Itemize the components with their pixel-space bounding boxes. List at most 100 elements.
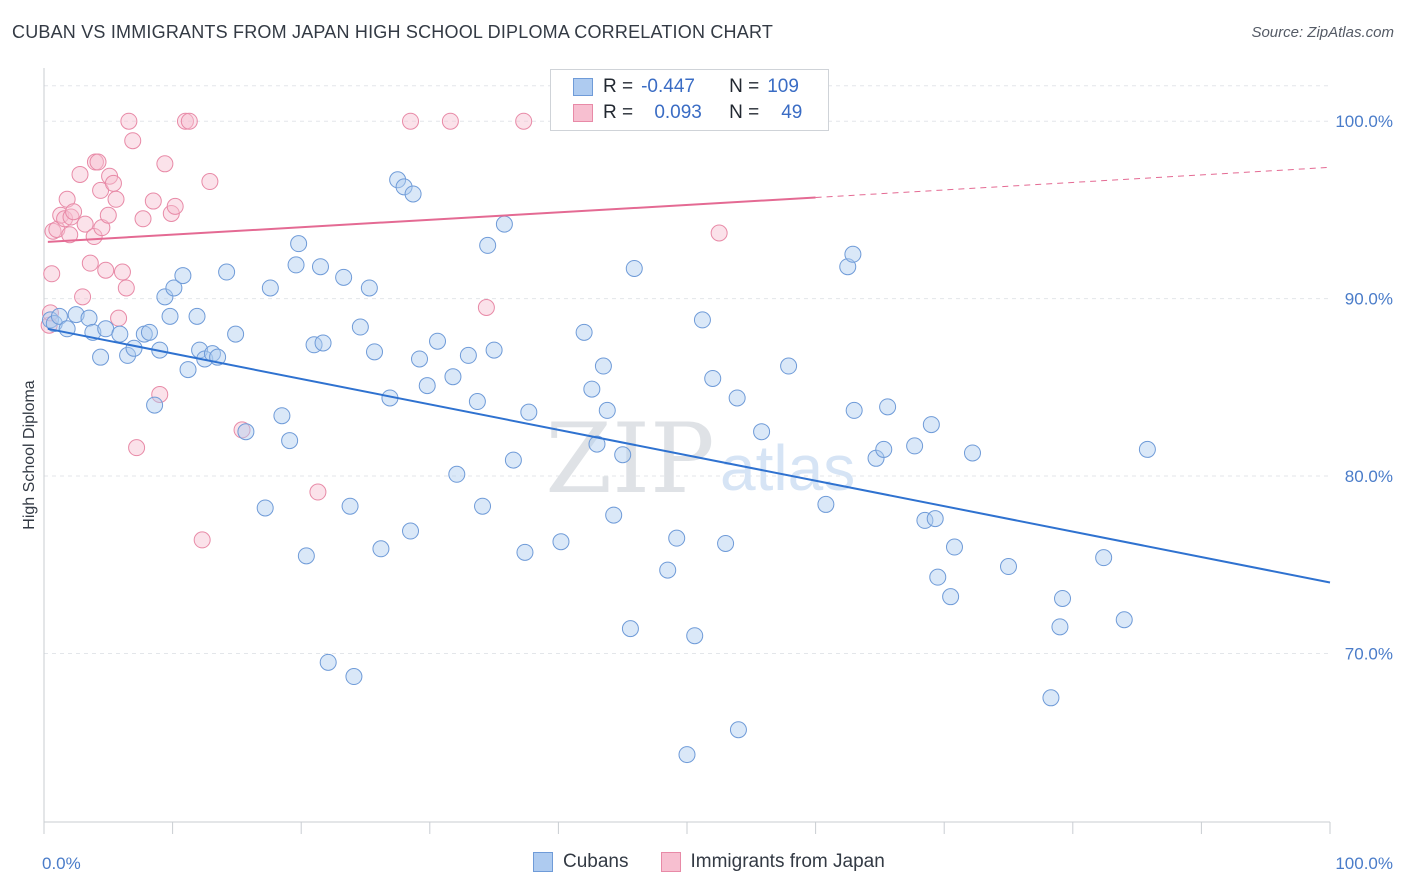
data-point-cubans	[479, 236, 497, 254]
data-point-cubans	[844, 245, 862, 263]
data-point-cubans	[218, 263, 236, 281]
data-point-japan	[180, 112, 198, 130]
data-point-cubans	[1000, 558, 1017, 576]
data-point-cubans	[459, 346, 477, 364]
data-point-cubans	[780, 357, 798, 375]
data-point-japan	[65, 203, 83, 221]
data-point-japan	[99, 206, 117, 224]
data-point-cubans	[366, 343, 384, 361]
data-point-japan	[117, 279, 135, 297]
data-point-cubans	[319, 653, 337, 671]
data-point-japan	[124, 132, 142, 150]
data-point-cubans	[614, 446, 632, 464]
data-point-cubans	[179, 361, 197, 379]
grid-lines	[44, 85, 1330, 654]
data-point-cubans	[395, 178, 413, 196]
legend-item-japan[interactable]: Immigrants from Japan	[660, 851, 885, 873]
legend-r-label: R =	[603, 76, 634, 97]
legend-row-japan: R = 0.093 N = 49	[573, 101, 802, 125]
data-point-cubans	[495, 215, 513, 233]
chart-title: CUBAN VS IMMIGRANTS FROM JAPAN HIGH SCHO…	[12, 22, 774, 42]
data-point-cubans	[1095, 549, 1113, 567]
data-point-japan	[76, 215, 94, 233]
data-point-japan	[71, 165, 89, 183]
data-point-cubans	[290, 235, 308, 253]
data-point-japan	[156, 155, 174, 173]
data-point-cubans	[125, 339, 143, 357]
data-point-japan	[113, 263, 131, 281]
legend-n-label: N =	[729, 102, 760, 123]
trend-line-cubans	[47, 327, 1331, 584]
data-point-cubans	[111, 325, 129, 343]
data-point-cubans	[1138, 440, 1156, 458]
data-point-cubans	[906, 437, 924, 455]
data-point-cubans	[485, 341, 503, 359]
tick-labels: 100.0% 90.0% 80.0% 70.0% 0.0% 100.0%	[42, 112, 1393, 873]
data-point-cubans	[504, 451, 522, 469]
data-point-cubans	[520, 403, 538, 421]
y-tick-label: 80.0%	[1345, 467, 1393, 486]
data-point-cubans	[845, 401, 863, 419]
data-point-cubans	[92, 348, 110, 366]
data-point-cubans	[926, 510, 944, 528]
y-tick-label: 70.0%	[1345, 644, 1393, 663]
data-point-cubans	[341, 497, 359, 515]
data-point-japan	[402, 112, 420, 130]
data-point-cubans	[281, 432, 299, 450]
data-point-cubans	[474, 497, 492, 515]
data-point-cubans	[621, 620, 639, 638]
data-point-cubans	[922, 416, 940, 434]
data-point-japan	[41, 304, 59, 322]
data-point-cubans	[314, 334, 332, 352]
data-point-cubans	[345, 668, 363, 686]
data-point-japan	[441, 112, 459, 130]
data-point-cubans	[1051, 618, 1069, 636]
legend-swatch-japan	[573, 104, 593, 122]
data-point-cubans	[717, 534, 735, 552]
legend-n-label: N =	[729, 76, 760, 97]
data-point-cubans	[287, 256, 305, 274]
data-point-cubans	[942, 588, 960, 606]
data-point-japan	[144, 192, 162, 210]
data-point-cubans	[575, 323, 593, 341]
data-point-cubans	[448, 465, 466, 483]
legend-swatch-japan	[660, 852, 681, 872]
data-point-cubans	[237, 423, 255, 441]
data-point-japan	[515, 112, 533, 130]
legend-r-value: -0.447	[641, 76, 695, 97]
data-point-japan	[128, 439, 146, 457]
data-point-cubans	[140, 323, 158, 341]
data-point-japan	[477, 299, 495, 317]
data-point-japan	[201, 173, 219, 191]
data-point-japan	[710, 224, 728, 242]
data-point-japan	[56, 210, 74, 228]
y-axis-title: High School Diploma	[21, 380, 38, 530]
data-point-cubans	[929, 568, 947, 586]
data-point-japan	[97, 261, 115, 279]
data-point-cubans	[583, 380, 601, 398]
data-point-cubans	[360, 279, 378, 297]
watermark: ZIP atlas	[545, 403, 855, 515]
x-tick-label-max: 100.0%	[1335, 854, 1393, 873]
data-point-cubans	[351, 318, 369, 336]
trend-lines	[47, 166, 1331, 584]
data-point-cubans	[119, 346, 137, 364]
data-point-japan	[43, 265, 61, 283]
data-point-cubans	[444, 368, 462, 386]
watermark-atlas: atlas	[720, 432, 855, 504]
data-point-cubans	[693, 311, 711, 329]
data-point-cubans	[516, 543, 534, 561]
series-japan-points	[40, 112, 728, 549]
data-point-japan	[193, 531, 211, 549]
data-point-cubans	[429, 332, 447, 350]
data-point-japan	[110, 309, 128, 327]
source-label: Source: ZipAtlas.com	[1251, 24, 1394, 41]
data-point-japan	[134, 210, 152, 228]
data-point-cubans	[729, 721, 747, 739]
data-point-japan	[309, 483, 327, 501]
data-point-japan	[92, 181, 110, 199]
data-point-cubans	[468, 393, 486, 411]
legend-r-value: 0.093	[654, 102, 702, 123]
data-point-japan	[107, 190, 125, 208]
legend-item-cubans[interactable]: Cubans	[533, 851, 629, 873]
